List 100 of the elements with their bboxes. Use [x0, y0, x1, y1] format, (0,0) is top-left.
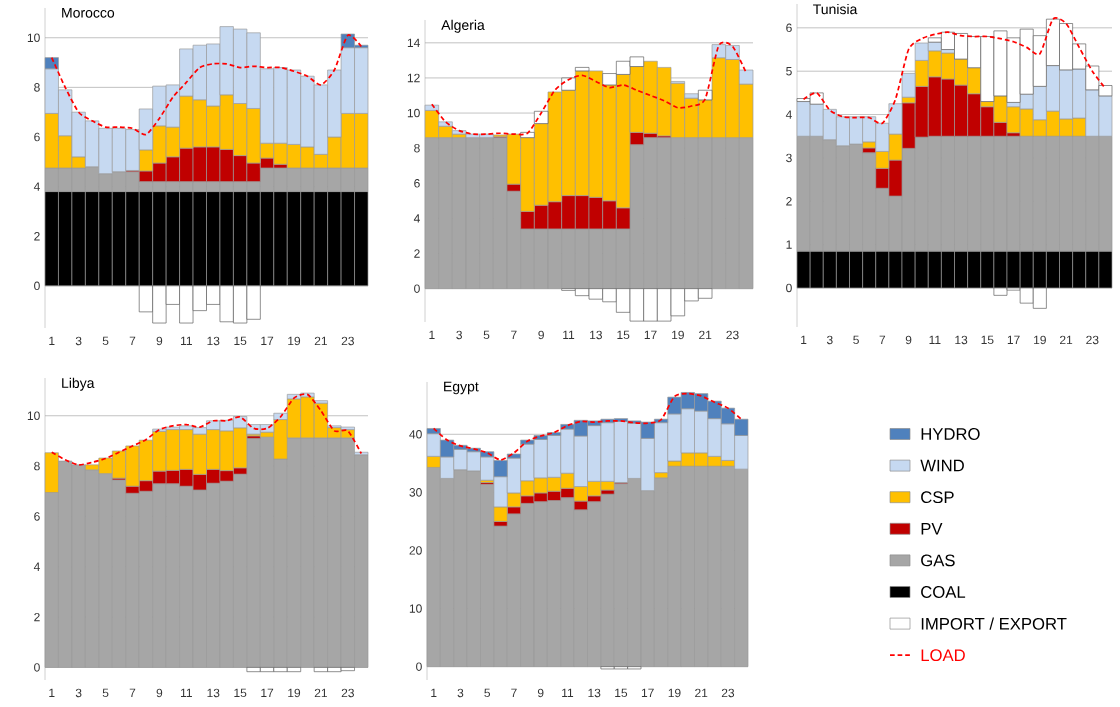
y-tick-label: 0 — [34, 281, 40, 291]
x-tick-label: 23 — [726, 330, 739, 340]
y-tick-label: 0 — [786, 283, 792, 293]
x-tick-label: 21 — [699, 330, 712, 340]
x-tick-label: 13 — [590, 330, 602, 340]
y-tick-label: 4 — [413, 214, 420, 223]
x-tick-label: 13 — [207, 336, 220, 346]
x-tick-label: 9 — [537, 688, 544, 698]
y-tick-label: 0 — [34, 663, 40, 672]
chart-title: Morocco — [62, 7, 115, 18]
y-tick-label: 8 — [34, 461, 40, 471]
legend-label: COAL — [921, 586, 966, 598]
x-tick-label: 5 — [853, 335, 859, 345]
y-tick-label: 0 — [416, 662, 422, 671]
y-tick-label: 4 — [33, 182, 40, 191]
x-tick-label: 13 — [955, 335, 968, 345]
x-tick-label: 9 — [905, 335, 912, 345]
x-tick-label: 21 — [314, 336, 327, 346]
x-tick-label: 7 — [879, 335, 886, 344]
y-tick-label: 2 — [786, 197, 792, 206]
x-tick-label: 9 — [156, 688, 163, 698]
x-tick-label: 17 — [261, 688, 274, 697]
legend-label: GAS — [921, 554, 955, 567]
legend-label: HYDRO — [921, 428, 980, 440]
x-tick-label: 1 — [801, 335, 807, 344]
x-tick-label: 13 — [207, 688, 220, 698]
y-tick-label: 30 — [409, 488, 422, 497]
x-tick-label: 17 — [644, 330, 657, 339]
y-tick-label: 6 — [34, 132, 40, 142]
x-tick-label: 7 — [129, 688, 136, 697]
x-tick-label: 15 — [617, 330, 630, 340]
y-tick-label: 6 — [34, 512, 40, 521]
x-tick-label: 3 — [826, 335, 833, 345]
chart-title: Libya — [62, 377, 95, 391]
y-tick-label: 20 — [409, 546, 422, 555]
x-tick-label: 21 — [1060, 335, 1073, 345]
legend-label: PV — [921, 523, 943, 535]
x-tick-label: 11 — [181, 336, 192, 345]
chart-title: Tunisia — [813, 3, 858, 15]
y-tick-label: 4 — [785, 110, 792, 119]
x-tick-label: 11 — [181, 688, 192, 697]
x-tick-label: 11 — [563, 330, 575, 339]
y-tick-label: 1 — [786, 240, 792, 249]
y-tick-label: 2 — [34, 612, 40, 622]
x-tick-label: 5 — [484, 688, 491, 698]
x-tick-label: 19 — [668, 688, 681, 698]
chart-title: Egypt — [444, 381, 479, 395]
x-tick-label: 23 — [1086, 335, 1099, 345]
chart-title: Algeria — [441, 19, 485, 33]
x-tick-label: 17 — [641, 688, 654, 697]
x-tick-label: 13 — [588, 688, 601, 698]
x-tick-label: 15 — [234, 688, 247, 698]
x-tick-label: 7 — [129, 336, 136, 345]
x-tick-label: 3 — [75, 336, 82, 346]
x-tick-label: 9 — [538, 330, 544, 340]
y-tick-label: 14 — [407, 38, 420, 47]
x-tick-label: 1 — [49, 688, 55, 697]
y-tick-label: 8 — [414, 143, 420, 153]
y-tick-label: 6 — [414, 179, 420, 188]
y-tick-label: 10 — [27, 33, 40, 43]
legend-label: LOAD — [921, 649, 965, 662]
x-tick-label: 17 — [261, 336, 274, 345]
x-tick-label: 9 — [156, 336, 163, 346]
x-tick-label: 19 — [288, 688, 301, 698]
x-tick-label: 21 — [314, 688, 327, 698]
y-tick-label: 6 — [786, 23, 792, 33]
y-tick-label: 4 — [33, 562, 40, 571]
x-tick-label: 11 — [562, 688, 574, 697]
y-tick-label: 5 — [786, 67, 792, 76]
legend-label: IMPORT / EXPORT — [921, 617, 1067, 630]
y-tick-label: 10 — [27, 411, 40, 420]
x-tick-label: 21 — [695, 688, 708, 698]
x-tick-label: 15 — [234, 336, 247, 346]
x-tick-label: 5 — [102, 336, 109, 346]
x-tick-label: 19 — [1034, 335, 1046, 345]
y-tick-label: 3 — [786, 153, 792, 163]
y-tick-label: 40 — [409, 430, 422, 439]
x-tick-label: 19 — [672, 330, 684, 340]
x-tick-label: 3 — [75, 688, 82, 698]
x-tick-label: 5 — [102, 688, 109, 698]
legend-label: WIND — [920, 459, 964, 472]
y-tick-label: 0 — [414, 284, 420, 293]
x-tick-label: 19 — [288, 336, 301, 346]
x-tick-label: 23 — [341, 688, 354, 698]
legend-label: CSP — [921, 491, 954, 504]
y-tick-label: 10 — [407, 108, 420, 118]
y-tick-label: 8 — [34, 83, 40, 92]
x-tick-label: 1 — [429, 330, 435, 339]
x-tick-label: 3 — [457, 688, 464, 698]
x-tick-label: 17 — [1007, 335, 1020, 344]
y-tick-label: 2 — [414, 249, 420, 258]
y-tick-label: 12 — [407, 73, 420, 83]
x-tick-label: 3 — [456, 330, 462, 340]
x-tick-label: 5 — [483, 330, 490, 340]
x-tick-label: 11 — [929, 335, 941, 344]
x-tick-label: 7 — [511, 688, 517, 697]
y-tick-label: 10 — [409, 604, 422, 613]
x-tick-label: 15 — [981, 335, 994, 345]
x-tick-label: 1 — [431, 688, 437, 697]
x-tick-label: 15 — [615, 688, 628, 698]
